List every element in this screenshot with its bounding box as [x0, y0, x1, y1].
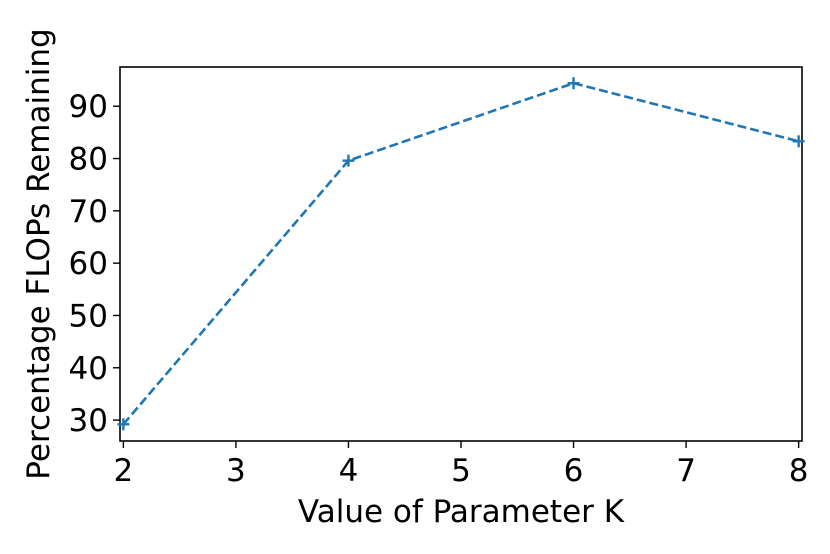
plot-area: [117, 66, 805, 442]
y-tick-label: 90: [69, 89, 108, 125]
y-axis-label: Percentage FLOPs Remaining: [21, 28, 57, 479]
y-tick-label: 40: [69, 351, 108, 387]
x-axis-ticks: 2 3 4 5 6 7 8: [114, 441, 809, 489]
x-tick-label: 8: [789, 453, 809, 489]
data-point-marker: [567, 77, 580, 90]
x-tick-label: 3: [226, 453, 246, 489]
y-tick-label: 70: [69, 194, 108, 230]
x-tick-label: 2: [114, 453, 134, 489]
series-line: [122, 81, 799, 426]
y-axis-ticks: 30 40 50 60 70 80 90: [69, 89, 120, 439]
data-point-marker: [342, 154, 355, 167]
data-point-marker: [792, 135, 805, 148]
x-tick-label: 6: [564, 453, 584, 489]
x-tick-label: 4: [339, 453, 359, 489]
plot-frame: [119, 66, 803, 442]
y-tick-label: 50: [69, 298, 108, 334]
y-tick-label: 60: [69, 246, 108, 282]
x-tick-label: 7: [676, 453, 696, 489]
x-tick-label: 5: [451, 453, 471, 489]
x-axis-label: Value of Parameter K: [298, 494, 625, 530]
data-point-marker: [117, 418, 130, 431]
y-tick-label: 80: [69, 142, 108, 178]
y-tick-label: 30: [69, 403, 108, 439]
